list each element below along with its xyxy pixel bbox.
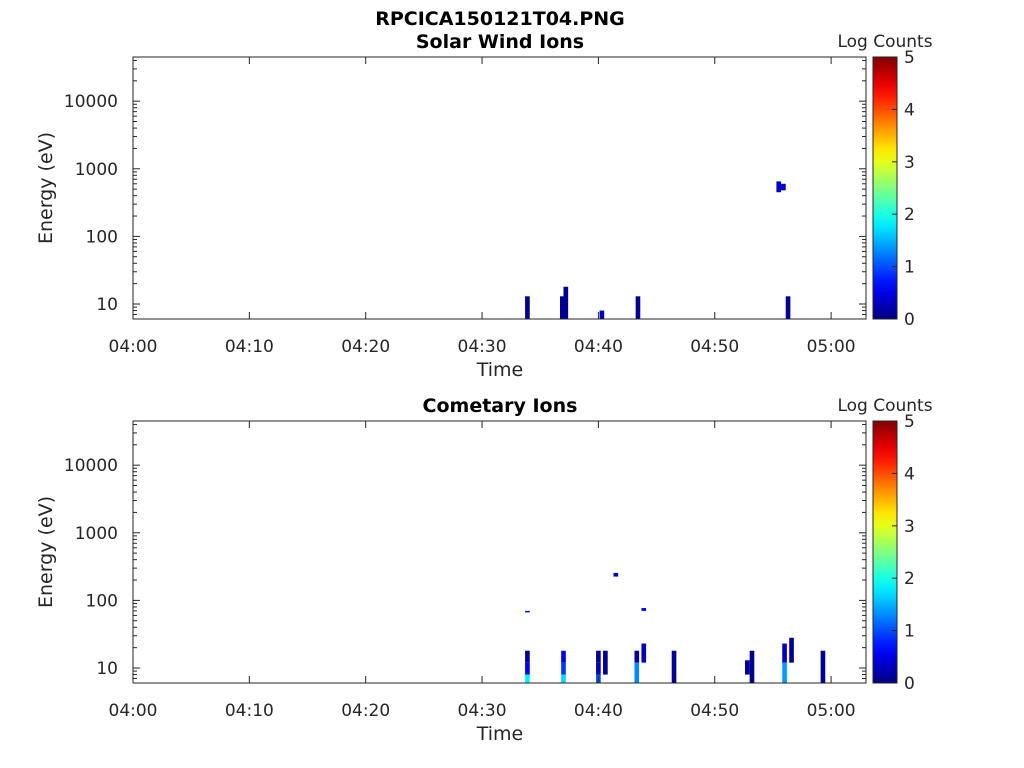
colorbar-frame — [872, 56, 898, 320]
data-cell — [525, 662, 530, 675]
colorbar-tick-label: 5 — [904, 412, 915, 432]
colorbar-tick-label: 5 — [904, 48, 915, 68]
data-cell — [561, 674, 566, 683]
x-tick-label: 04:00 — [109, 337, 158, 357]
x-tick-label: 04:40 — [574, 701, 623, 721]
x-tick-label: 04:10 — [225, 701, 274, 721]
x-tick-label: 04:20 — [341, 337, 390, 357]
data-cell — [776, 181, 782, 193]
data-cell — [525, 650, 530, 663]
colorbar — [873, 57, 897, 319]
plot-frame — [132, 420, 867, 684]
data-cell — [749, 650, 755, 683]
panel-title: Solar Wind Ions — [416, 31, 584, 53]
y-axis-label: Energy (eV) — [35, 132, 57, 244]
x-tick-label: 04:50 — [690, 337, 739, 357]
data-cell — [635, 296, 641, 319]
colorbar-tick-label: 2 — [904, 205, 915, 225]
x-tick-label: 04:00 — [109, 701, 158, 721]
data-cell — [560, 296, 565, 319]
x-tick-label: 05:00 — [807, 337, 856, 357]
data-cell — [599, 310, 605, 319]
data-cell — [641, 608, 647, 611]
data-cell — [782, 662, 787, 683]
y-tick-label: 1000 — [75, 160, 118, 180]
x-axis-label: Time — [476, 723, 524, 745]
plot-area — [133, 421, 866, 683]
colorbar-tick-label: 4 — [904, 464, 915, 484]
y-tick-label: 10000 — [64, 456, 118, 476]
colorbar-label: Log Counts — [837, 396, 932, 416]
x-tick-label: 04:30 — [458, 701, 507, 721]
data-cell — [613, 572, 619, 577]
colorbar-tick-label: 0 — [904, 310, 915, 330]
data-cell — [671, 650, 677, 683]
x-tick-label: 04:50 — [690, 701, 739, 721]
colorbar-tick-label: 3 — [904, 517, 915, 537]
colorbar-tick-label: 0 — [904, 674, 915, 694]
x-tick-label: 04:40 — [574, 337, 623, 357]
colorbar — [873, 421, 897, 683]
y-tick-label: 1000 — [75, 524, 118, 544]
x-axis-label: Time — [476, 359, 524, 381]
figure-title: RPCICA150121T04.PNG — [375, 8, 625, 30]
colorbar-tick-label: 3 — [904, 153, 915, 173]
panel-cometary-ions: 04:00 04:10 04:20 04:30 04:40 04:50 05:0010100… — [35, 395, 933, 745]
y-tick-label: 10000 — [64, 92, 118, 112]
x-tick-label: 04:30 — [458, 337, 507, 357]
colorbar-frame — [872, 420, 898, 684]
colorbar-label: Log Counts — [837, 32, 932, 52]
data-cell — [641, 643, 647, 663]
data-cell — [525, 674, 530, 683]
plot-area — [133, 57, 866, 319]
data-cell — [561, 662, 566, 675]
plot-frame — [132, 56, 867, 320]
data-cell — [596, 650, 601, 663]
colorbar-tick-label: 1 — [904, 622, 915, 642]
data-cell — [525, 296, 530, 319]
y-tick-label: 10 — [96, 659, 118, 679]
y-axis-label: Energy (eV) — [35, 496, 57, 608]
y-tick-label: 100 — [86, 591, 118, 611]
y-tick-label: 10 — [96, 295, 118, 315]
data-cell — [785, 296, 791, 319]
data-cell — [563, 286, 569, 319]
x-tick-label: 04:10 — [225, 337, 274, 357]
data-cell — [634, 650, 640, 663]
data-cell — [820, 650, 826, 683]
data-cell — [781, 183, 786, 191]
colorbar-tick-label: 1 — [904, 258, 915, 278]
data-cell — [782, 643, 787, 663]
data-cell — [634, 662, 640, 683]
data-cell — [561, 650, 566, 663]
panel-solar-wind-ions: 04:00 04:10 04:20 04:30 04:40 04:50 05:0010100… — [35, 31, 933, 381]
x-tick-label: 04:20 — [341, 701, 390, 721]
panel-title: Cometary Ions — [423, 395, 578, 417]
x-tick-label: 05:00 — [807, 701, 856, 721]
colorbar-tick-label: 2 — [904, 569, 915, 589]
data-cell — [789, 637, 794, 663]
y-tick-label: 100 — [86, 227, 118, 247]
data-cell — [603, 650, 608, 675]
colorbar-tick-label: 4 — [904, 100, 915, 120]
data-cell — [596, 662, 601, 675]
data-cell — [745, 660, 750, 675]
data-cell — [525, 610, 530, 613]
